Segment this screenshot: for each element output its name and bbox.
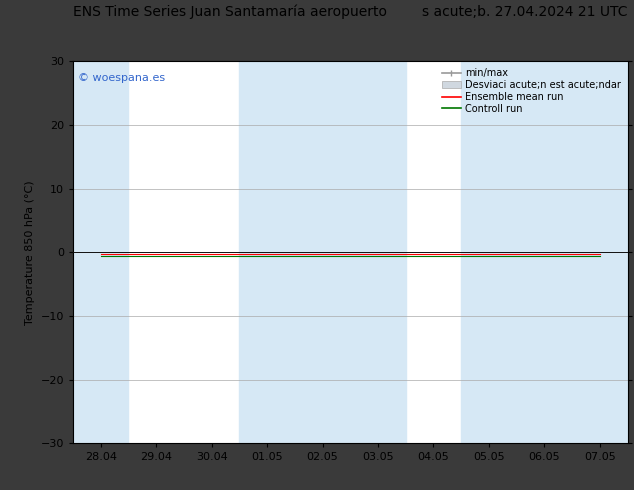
Text: ENS Time Series Juan Santamaría aeropuerto: ENS Time Series Juan Santamaría aeropuer… — [73, 5, 387, 20]
Bar — [295, 61, 350, 443]
Text: © woespana.es: © woespana.es — [79, 73, 165, 83]
Bar — [573, 61, 628, 443]
Bar — [517, 61, 573, 443]
Y-axis label: Temperature 850 hPa (°C): Temperature 850 hPa (°C) — [25, 180, 35, 325]
Bar — [462, 61, 517, 443]
Legend: min/max, Desviaci acute;n est acute;ndar, Ensemble mean run, Controll run: min/max, Desviaci acute;n est acute;ndar… — [437, 64, 624, 118]
Bar — [73, 61, 128, 443]
Bar — [239, 61, 295, 443]
Bar — [350, 61, 406, 443]
Text: s acute;b. 27.04.2024 21 UTC: s acute;b. 27.04.2024 21 UTC — [422, 5, 628, 19]
